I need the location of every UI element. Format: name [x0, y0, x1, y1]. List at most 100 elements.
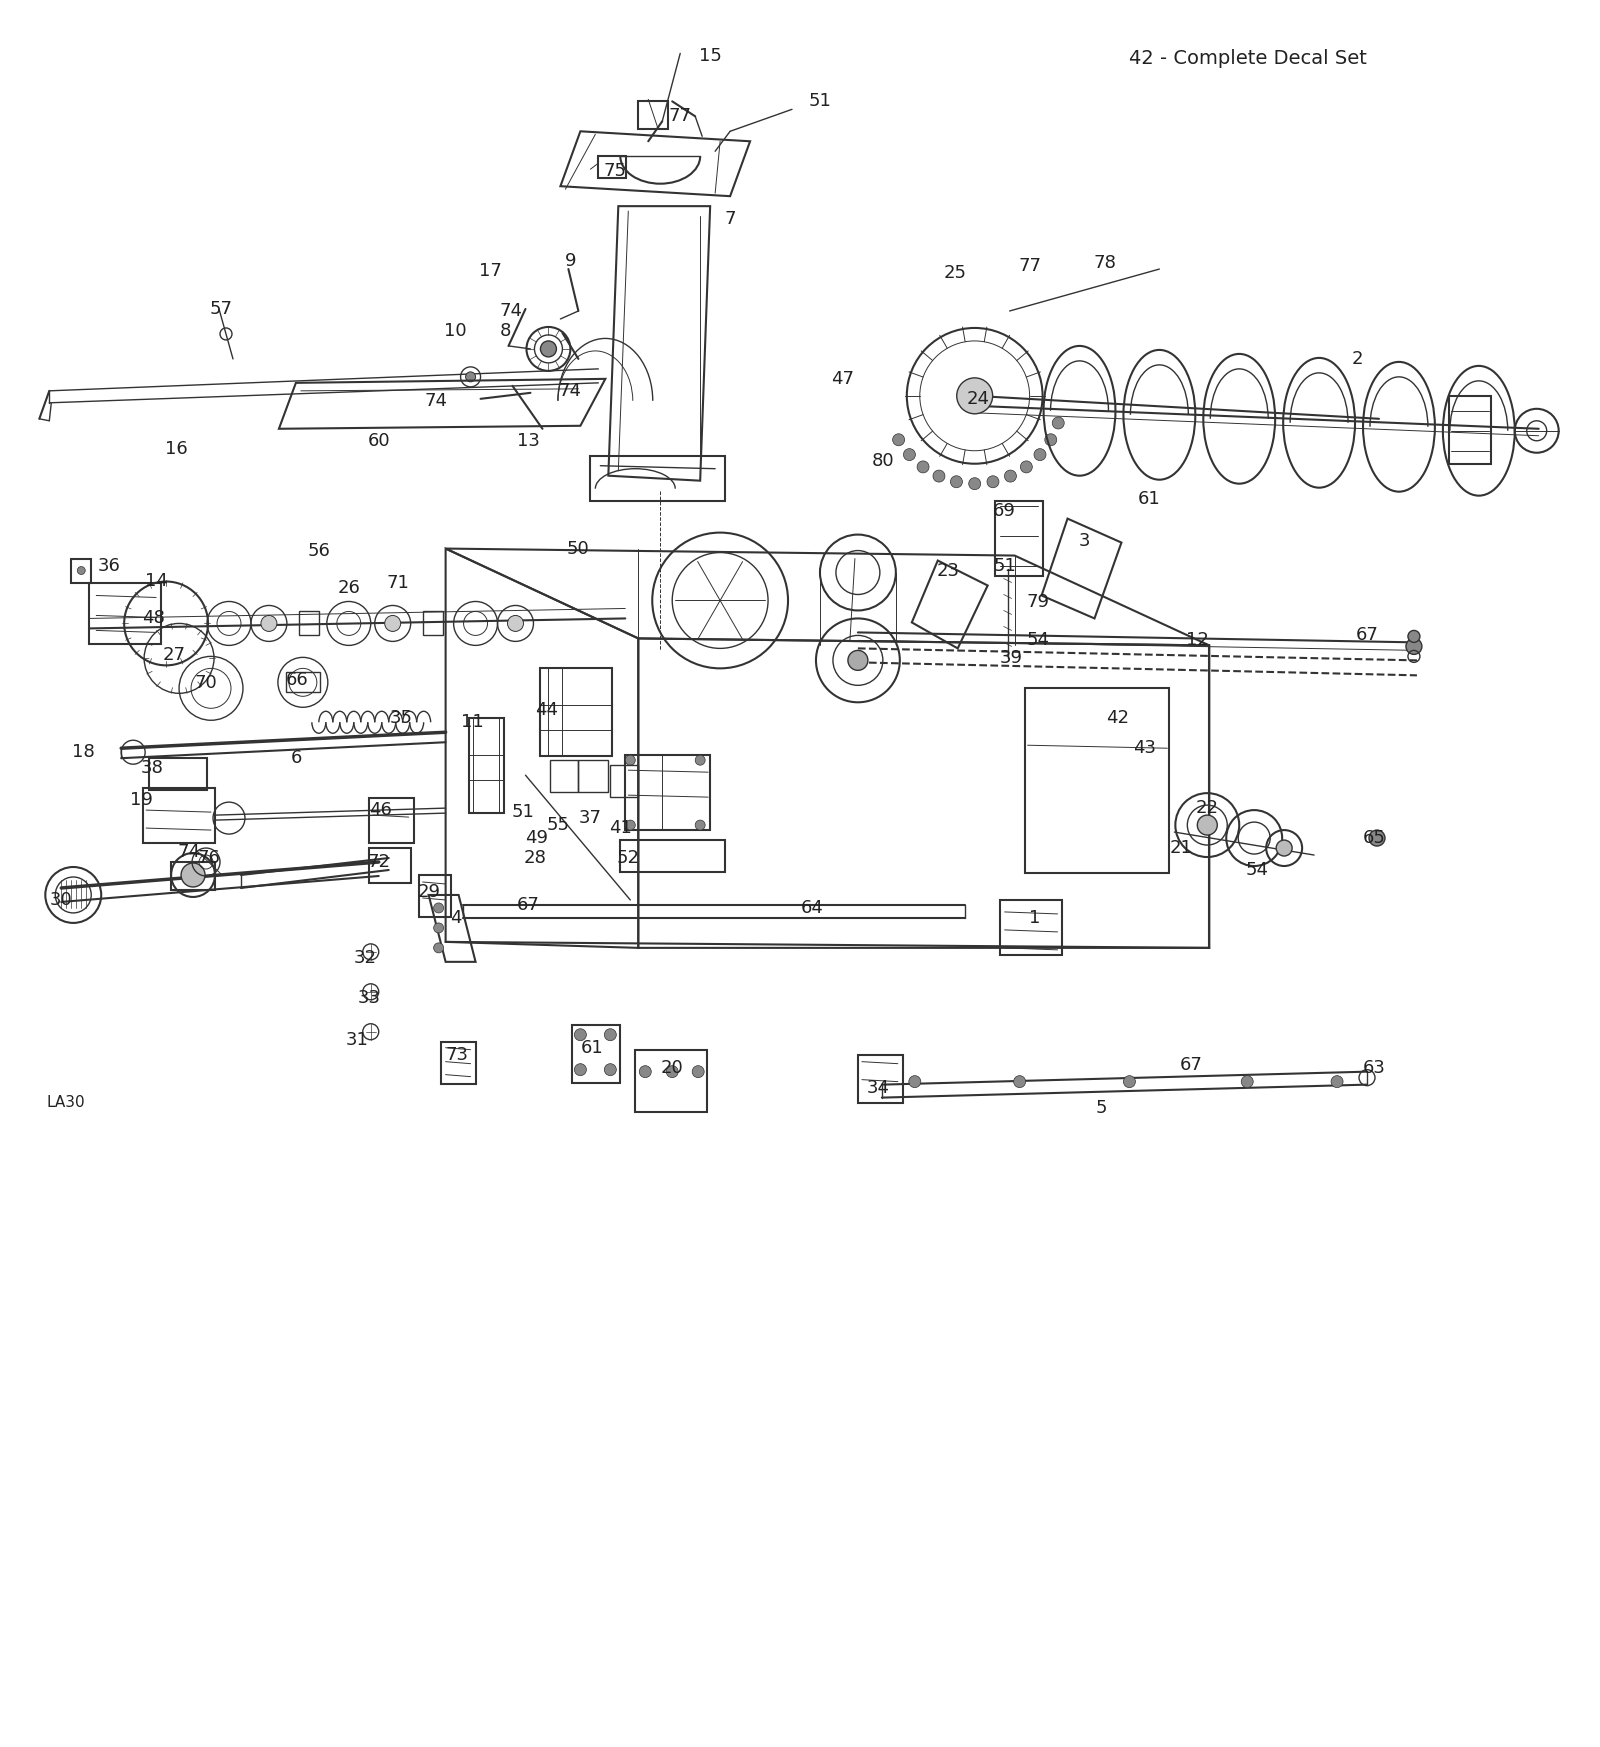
Text: 11: 11 — [461, 713, 483, 732]
Text: 67: 67 — [1179, 1055, 1203, 1074]
Circle shape — [1408, 631, 1419, 643]
Text: 57: 57 — [210, 300, 232, 318]
Text: 39: 39 — [1000, 650, 1022, 667]
Text: 60: 60 — [368, 432, 390, 449]
Text: 77: 77 — [669, 107, 691, 126]
Bar — [299, 611, 318, 636]
Text: 21: 21 — [1170, 839, 1192, 858]
Text: 29: 29 — [418, 882, 440, 901]
Circle shape — [1197, 816, 1218, 835]
Bar — [995, 501, 1043, 575]
Text: 9: 9 — [565, 252, 576, 271]
Text: 10: 10 — [445, 321, 467, 341]
Text: 76: 76 — [197, 849, 221, 867]
Text: 75: 75 — [603, 162, 627, 180]
Circle shape — [909, 1076, 920, 1088]
Circle shape — [694, 819, 706, 830]
Text: 25: 25 — [944, 264, 966, 281]
Circle shape — [434, 943, 443, 952]
Text: 41: 41 — [610, 819, 632, 837]
Text: 61: 61 — [1138, 489, 1160, 508]
Circle shape — [1021, 461, 1032, 473]
Text: 43: 43 — [1133, 739, 1155, 756]
Bar — [626, 755, 710, 830]
Text: 73: 73 — [445, 1046, 469, 1064]
Circle shape — [1014, 1076, 1026, 1088]
Bar — [171, 861, 214, 889]
Circle shape — [917, 461, 930, 473]
Circle shape — [957, 377, 992, 414]
Text: 54: 54 — [1246, 861, 1269, 879]
Bar — [90, 582, 162, 645]
Text: 79: 79 — [1026, 594, 1050, 611]
Text: 33: 33 — [357, 989, 381, 1006]
Circle shape — [950, 475, 963, 487]
Circle shape — [466, 372, 475, 383]
Text: 61: 61 — [581, 1039, 603, 1057]
Circle shape — [1331, 1076, 1342, 1088]
Text: 80: 80 — [872, 452, 894, 470]
Bar — [541, 669, 613, 756]
Text: 47: 47 — [832, 370, 854, 388]
Bar — [621, 840, 725, 872]
Circle shape — [626, 755, 635, 765]
Bar — [440, 1041, 475, 1083]
Circle shape — [181, 863, 205, 887]
Text: 26: 26 — [338, 580, 360, 597]
Text: 67: 67 — [1355, 627, 1379, 645]
Circle shape — [640, 1066, 651, 1078]
Text: 48: 48 — [142, 610, 165, 627]
Bar — [149, 758, 206, 790]
Text: 14: 14 — [144, 571, 168, 589]
Text: LA30: LA30 — [46, 1095, 85, 1109]
Text: 56: 56 — [307, 542, 330, 559]
Text: 42: 42 — [1106, 709, 1130, 727]
Text: 50: 50 — [566, 540, 590, 557]
Circle shape — [541, 341, 557, 356]
Circle shape — [77, 566, 85, 575]
Text: 69: 69 — [994, 501, 1016, 519]
Circle shape — [626, 819, 635, 830]
Text: 38: 38 — [141, 760, 163, 777]
Circle shape — [1370, 830, 1386, 846]
Text: 77: 77 — [1018, 257, 1042, 274]
Text: 63: 63 — [1363, 1059, 1386, 1076]
Text: 20: 20 — [661, 1059, 683, 1076]
Text: 28: 28 — [525, 849, 547, 867]
Bar — [573, 1025, 621, 1083]
Text: 49: 49 — [525, 830, 547, 847]
Text: 8: 8 — [499, 321, 510, 341]
Text: 67: 67 — [517, 896, 539, 914]
Text: 70: 70 — [195, 674, 218, 692]
Bar — [550, 760, 578, 791]
Text: 51: 51 — [808, 93, 832, 110]
Circle shape — [1005, 470, 1016, 482]
Bar — [1000, 900, 1061, 956]
Bar — [1450, 397, 1491, 463]
Bar — [858, 1055, 902, 1102]
Text: 23: 23 — [936, 561, 960, 580]
Text: 64: 64 — [800, 900, 824, 917]
Circle shape — [507, 615, 523, 631]
Circle shape — [1406, 638, 1422, 655]
Text: 65: 65 — [1363, 830, 1386, 847]
Circle shape — [666, 1066, 678, 1078]
Circle shape — [1123, 1076, 1136, 1088]
Text: 6: 6 — [291, 749, 302, 767]
Bar — [638, 101, 669, 129]
Text: 32: 32 — [354, 949, 376, 966]
Text: 24: 24 — [966, 390, 989, 407]
Text: 16: 16 — [165, 440, 187, 458]
Text: 52: 52 — [616, 849, 640, 867]
Text: 7: 7 — [725, 210, 736, 229]
Circle shape — [434, 922, 443, 933]
Circle shape — [1277, 840, 1293, 856]
Text: 22: 22 — [1195, 798, 1219, 818]
Circle shape — [574, 1029, 586, 1041]
Circle shape — [904, 449, 915, 461]
Circle shape — [968, 477, 981, 489]
Text: 71: 71 — [386, 573, 410, 592]
Circle shape — [1045, 433, 1056, 445]
Text: 2: 2 — [1352, 349, 1363, 369]
Circle shape — [605, 1029, 616, 1041]
